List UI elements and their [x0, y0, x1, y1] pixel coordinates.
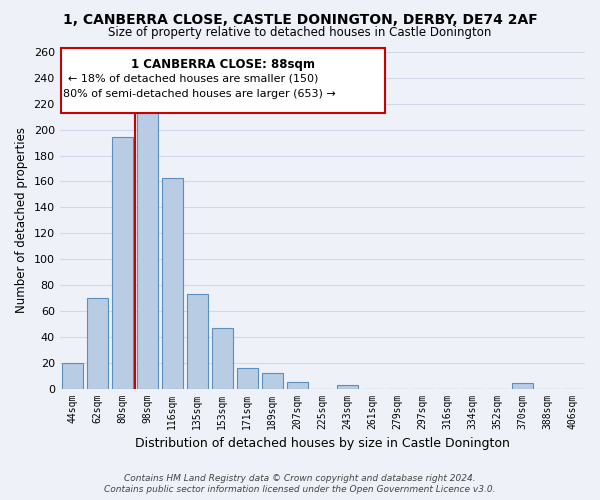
Bar — [137, 113, 158, 388]
Bar — [212, 328, 233, 388]
Text: ← 18% of detached houses are smaller (150): ← 18% of detached houses are smaller (15… — [68, 74, 319, 84]
Bar — [262, 373, 283, 388]
Bar — [512, 384, 533, 388]
Bar — [236, 368, 258, 388]
Bar — [62, 362, 83, 388]
FancyBboxPatch shape — [61, 48, 385, 113]
Bar — [112, 138, 133, 388]
Bar — [86, 298, 108, 388]
Text: Contains HM Land Registry data © Crown copyright and database right 2024.
Contai: Contains HM Land Registry data © Crown c… — [104, 474, 496, 494]
X-axis label: Distribution of detached houses by size in Castle Donington: Distribution of detached houses by size … — [135, 437, 510, 450]
Bar — [161, 178, 183, 388]
Text: 1, CANBERRA CLOSE, CASTLE DONINGTON, DERBY, DE74 2AF: 1, CANBERRA CLOSE, CASTLE DONINGTON, DER… — [62, 12, 538, 26]
Bar — [187, 294, 208, 388]
Bar — [287, 382, 308, 388]
Y-axis label: Number of detached properties: Number of detached properties — [15, 127, 28, 313]
Text: 1 CANBERRA CLOSE: 88sqm: 1 CANBERRA CLOSE: 88sqm — [131, 58, 315, 71]
Text: Size of property relative to detached houses in Castle Donington: Size of property relative to detached ho… — [109, 26, 491, 39]
Bar — [337, 384, 358, 388]
Text: 80% of semi-detached houses are larger (653) →: 80% of semi-detached houses are larger (… — [64, 90, 336, 100]
